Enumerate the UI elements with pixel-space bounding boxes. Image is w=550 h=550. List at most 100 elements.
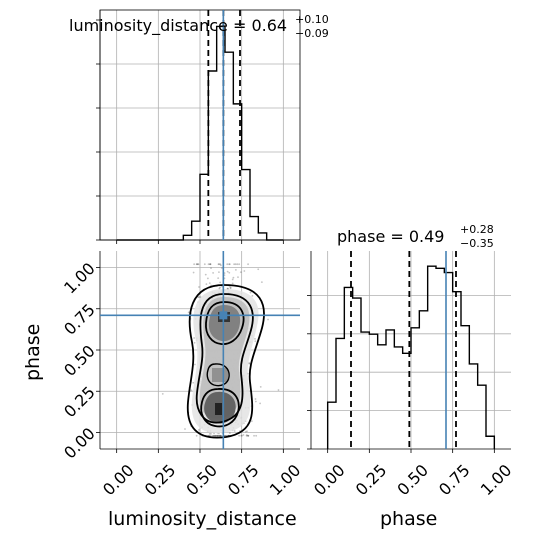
scatter-point (219, 434, 222, 437)
scatter-point (195, 434, 198, 437)
scatter-point (257, 268, 260, 271)
joint-panel: 0.00 0.25 0.50 0.75 1.000.000.250.500.751.00… (22, 251, 304, 530)
scatter-point (217, 263, 220, 266)
scatter-point (219, 286, 221, 289)
scatter-point (254, 340, 257, 343)
scatter-point (254, 400, 257, 403)
scatter-point (193, 263, 196, 266)
x-axis-label-phase: phase (380, 508, 437, 530)
joint-ytick-label-4: 1.00 (60, 259, 99, 298)
scatter-point (187, 311, 190, 314)
joint-xtick-label-4: 1.00 (266, 461, 305, 500)
scatter-point (197, 263, 200, 266)
contour-inner-bottom (200, 388, 240, 428)
scatter-point (228, 432, 231, 434)
scatter-point (233, 263, 236, 266)
scatter-point (204, 273, 207, 276)
scatter-point (206, 277, 209, 280)
scatter-point (214, 434, 217, 437)
scatter-point (198, 286, 200, 288)
scatter-point (217, 434, 219, 437)
scatter-point (205, 283, 208, 286)
scatter-point (231, 278, 234, 281)
scatter-point (232, 276, 235, 279)
ld-hist-quantiles (207, 10, 241, 240)
phase-xtick-label-2: 0.50 (393, 461, 432, 500)
scatter-point (219, 434, 222, 437)
ld-hist-ticks (96, 19, 284, 244)
scatter-point (218, 263, 221, 266)
joint-xtick-label-0: 0.00 (99, 461, 138, 500)
joint-ticks: 0.00 0.25 0.50 0.75 1.000.000.250.500.751.00 (60, 259, 304, 499)
scatter-point (228, 263, 230, 266)
scatter-point (219, 264, 222, 267)
phase-xtick-label-1: 0.25 (352, 461, 391, 500)
scatter-point (219, 263, 222, 266)
scatter-point (217, 277, 220, 280)
scatter-point (198, 296, 201, 298)
scatter-point (228, 263, 231, 266)
scatter-point (228, 271, 231, 274)
scatter-point (245, 434, 248, 436)
scatter-point (216, 434, 219, 437)
scatter-point (229, 287, 232, 290)
scatter-point (214, 434, 216, 437)
density-fill-inner-top (208, 305, 241, 342)
scatter-point (190, 389, 193, 392)
scatter-point (219, 434, 221, 437)
joint-ytick-label-1: 0.25 (60, 383, 99, 422)
scatter-point (210, 432, 212, 435)
scatter-point (211, 434, 214, 437)
scatter-point (226, 263, 229, 266)
scatter-point (220, 434, 223, 437)
scatter-point (259, 402, 262, 405)
scatter-point (260, 281, 263, 284)
scatter-point (194, 363, 196, 366)
scatter-point (208, 282, 211, 285)
scatter-point (209, 434, 212, 437)
scatter-point (209, 263, 212, 266)
scatter-point (196, 263, 199, 266)
scatter-point (207, 263, 210, 266)
scatter-point (218, 434, 221, 437)
scatter-point (277, 389, 280, 391)
scatter-point (195, 263, 198, 266)
ld-title-param: luminosity_distance = (69, 16, 251, 36)
joint-xtick-label-1: 0.25 (141, 461, 180, 500)
scatter-point (249, 291, 252, 294)
scatter-point (231, 282, 234, 285)
ld-title-value: 0.64 (251, 16, 287, 35)
scatter-point (237, 276, 239, 279)
contour-outer (186, 284, 265, 439)
scatter-point (236, 263, 239, 266)
phase-xtick-label-0: 0.00 (310, 461, 349, 500)
scatter-point (212, 434, 215, 437)
scatter-point (248, 362, 251, 364)
scatter-point (246, 430, 248, 433)
scatter-point (218, 434, 220, 437)
ld-hist-title: luminosity_distance = 0.64 (69, 16, 287, 36)
scatter-point (218, 287, 221, 290)
scatter-point (238, 434, 240, 437)
joint-truth-marker (219, 311, 228, 320)
scatter-point (212, 272, 214, 274)
scatter-point (248, 362, 251, 365)
scatter-point (247, 434, 249, 437)
scatter-point (241, 434, 243, 437)
scatter-point (220, 267, 223, 269)
scatter-point (245, 434, 248, 437)
scatter-point (184, 428, 186, 430)
scatter-point (239, 271, 242, 274)
scatter-point (215, 434, 218, 437)
scatter-point (196, 263, 198, 266)
joint-xtick-label-2: 0.50 (182, 461, 221, 500)
phase-hist-title: phase = 0.49 (337, 227, 444, 246)
phase-title-plus: +0.28 (460, 223, 494, 236)
scatter-point (254, 398, 257, 400)
scatter-point (212, 434, 215, 437)
scatter-point (233, 430, 236, 432)
scatter-point (255, 434, 258, 437)
ld-hist-panel: luminosity_distance = 0.64 +0.10 −0.09 (69, 9, 329, 244)
scatter-point (243, 270, 246, 272)
